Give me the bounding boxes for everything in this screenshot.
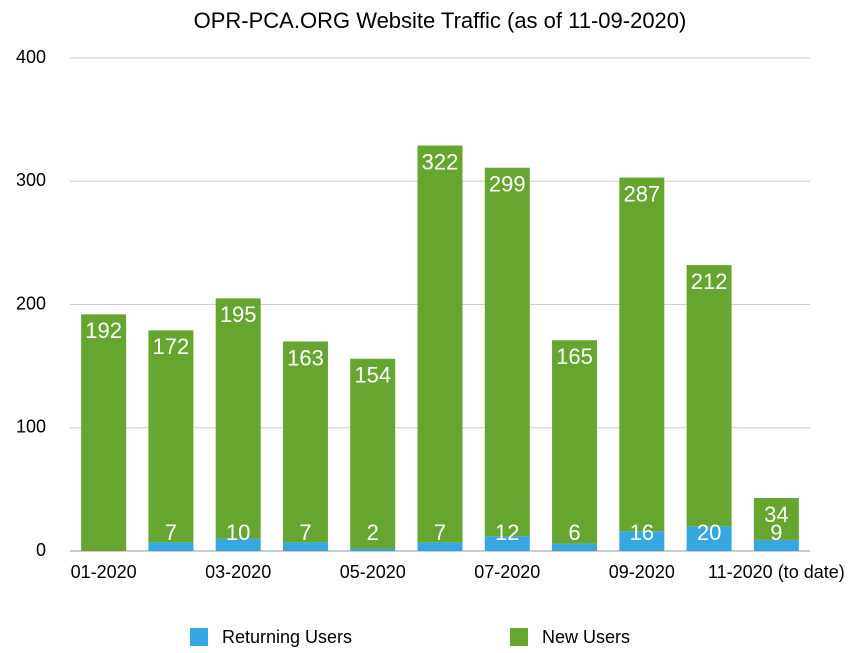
chart-title: OPR-PCA.ORG Website Traffic (as of 11-09… [194, 8, 687, 33]
data-label: 287 [623, 181, 660, 206]
data-label: 154 [354, 363, 391, 388]
data-label: 7 [299, 520, 311, 545]
legend-swatch [510, 628, 528, 646]
y-tick-label: 200 [16, 293, 46, 313]
bar-segment [148, 330, 194, 543]
bar-segment [215, 538, 261, 551]
bar-segment [753, 539, 799, 551]
bar-segment [686, 265, 732, 527]
y-tick-label: 400 [16, 47, 46, 67]
data-label: 2 [367, 520, 379, 545]
bar-segment [686, 526, 732, 551]
bar-segment [484, 167, 530, 537]
data-label: 10 [226, 520, 250, 545]
legend-swatch [190, 628, 208, 646]
x-tick-label: 03-2020 [205, 562, 271, 582]
data-label: 16 [630, 520, 654, 545]
bar-segment [282, 341, 328, 543]
x-tick-label: 11-2020 (to date) [708, 562, 845, 582]
data-label: 212 [691, 269, 728, 294]
data-label: 299 [489, 172, 526, 197]
data-label: 7 [434, 520, 446, 545]
bar-segment [81, 314, 127, 551]
x-tick-label: 09-2020 [609, 562, 675, 582]
y-tick-label: 0 [36, 540, 46, 560]
bar-segment [619, 177, 665, 532]
data-label: 34 [764, 502, 788, 527]
bar-segment [619, 531, 665, 551]
data-label: 12 [495, 520, 519, 545]
bar-segment [215, 298, 261, 539]
data-label: 7 [165, 520, 177, 545]
data-label: 6 [568, 520, 580, 545]
data-label: 165 [556, 344, 593, 369]
y-tick-label: 100 [16, 417, 46, 437]
x-tick-label: 01-2020 [71, 562, 137, 582]
y-tick-label: 300 [16, 170, 46, 190]
data-label: 195 [220, 302, 257, 327]
data-label: 322 [422, 149, 459, 174]
data-label: 192 [85, 318, 122, 343]
data-label: 9 [770, 520, 782, 545]
legend-label: Returning Users [222, 627, 352, 647]
x-tick-label: 07-2020 [474, 562, 540, 582]
data-label: 20 [697, 520, 721, 545]
bar-segment [552, 543, 598, 551]
bar-segment [282, 542, 328, 551]
data-label: 172 [153, 334, 190, 359]
legend-label: New Users [542, 627, 630, 647]
bar-segment [148, 542, 194, 551]
bar-segment [753, 498, 799, 540]
bar-segment [417, 542, 463, 551]
bar-segment [552, 340, 598, 544]
x-tick-label: 05-2020 [340, 562, 406, 582]
bar-segment [484, 536, 530, 551]
bar-segment [417, 145, 463, 543]
bar-segment [350, 548, 396, 551]
data-label: 163 [287, 345, 324, 370]
bar-segment [350, 358, 396, 549]
